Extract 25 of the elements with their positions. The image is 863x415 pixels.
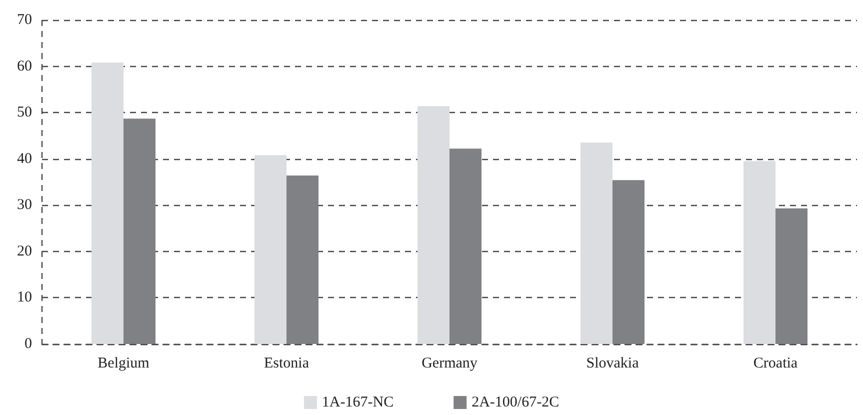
legend-label: 2A-100/67-2C: [472, 394, 560, 410]
bar: [254, 155, 286, 344]
x-tick-label: Slovakia: [586, 356, 640, 372]
bar: [450, 148, 482, 344]
x-tick-label: Germany: [422, 356, 478, 372]
y-tick-label: 0: [24, 336, 32, 352]
y-tick-label: 30: [17, 197, 32, 214]
y-tick-label: 70: [17, 12, 32, 28]
legend-label: 1A-167-NC: [322, 394, 394, 410]
bar: [744, 161, 776, 344]
bar: [124, 118, 156, 344]
x-tick-label: Croatia: [753, 356, 798, 372]
y-tick-label: 50: [17, 104, 32, 121]
x-tick-label: Estonia: [264, 356, 310, 372]
y-tick-label: 40: [17, 150, 32, 167]
bar: [92, 62, 124, 344]
x-tick-label: Belgium: [98, 356, 150, 372]
y-tick-label: 20: [17, 243, 32, 260]
y-tick-label: 10: [17, 290, 32, 306]
bar: [286, 176, 318, 344]
bar: [418, 106, 450, 344]
y-tick-label: 60: [17, 58, 32, 74]
bar: [612, 180, 644, 344]
bar: [776, 208, 808, 344]
bar: [580, 142, 612, 344]
